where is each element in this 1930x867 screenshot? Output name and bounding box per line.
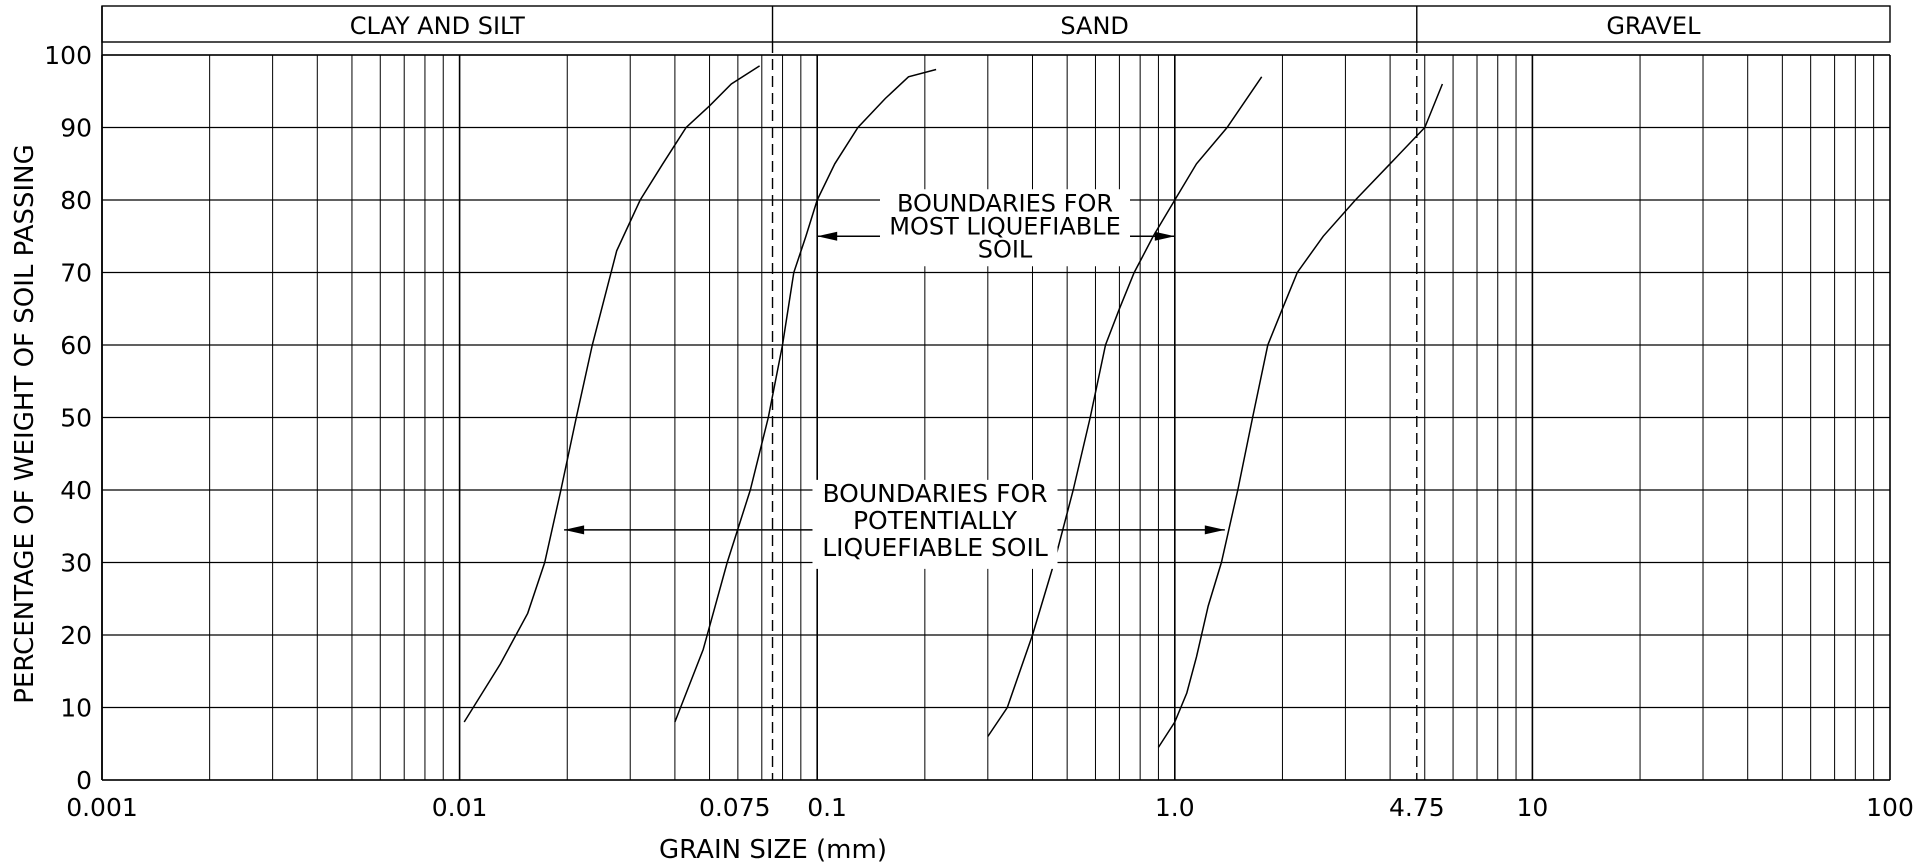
x-tick-label: 0.001 (66, 793, 138, 822)
y-tick-label: 80 (60, 186, 92, 215)
annotation-arrowhead-left (817, 231, 838, 241)
x-tick-label: 100 (1866, 793, 1914, 822)
x-tick-label: 1.0 (1155, 793, 1195, 822)
x-tick-label: 0.01 (432, 793, 488, 822)
y-tick-label: 30 (60, 549, 92, 578)
annotation-label: LIQUEFIABLE SOIL (822, 533, 1048, 562)
annotation-label: POTENTIALLY (853, 506, 1018, 535)
annotation-arrowhead-left (564, 525, 585, 535)
gradation-curve-3 (987, 76, 1263, 737)
y-tick-label: 90 (60, 114, 92, 143)
grid (101, 42, 1891, 781)
annotation-box (812, 479, 1058, 569)
annotation-label: BOUNDARIES FOR (822, 479, 1047, 508)
y-tick-label: 20 (60, 621, 92, 650)
y-tick-label: 60 (60, 331, 92, 360)
gradation-curve-1 (463, 65, 761, 723)
annotation-arrowhead-right (1204, 525, 1225, 535)
x-axis-label: GRAIN SIZE (mm) (659, 835, 887, 865)
y-tick-label: 70 (60, 259, 92, 288)
annotation-arrowhead-right (1154, 231, 1175, 241)
x-tick-label: 10 (1516, 793, 1548, 822)
zone-label: CLAY AND SILT (350, 12, 525, 40)
y-tick-label: 0 (76, 766, 92, 795)
gradation-curve-2 (674, 68, 937, 723)
gradation-curve-4 (1157, 83, 1444, 748)
x-tick-label: 0.1 (807, 793, 847, 822)
y-tick-label: 100 (44, 41, 92, 70)
annotation-label: BOUNDARIES FOR (897, 189, 1113, 217)
y-tick-label: 40 (60, 476, 92, 505)
axes: 0 10 20 30 40 50 60 70 80 90 100 0.001 0.01 0.075 0.1 1… (44, 6, 1914, 822)
zone-label: GRAVEL (1606, 12, 1701, 40)
y-tick-label: 50 (60, 404, 92, 433)
zone-label: SAND (1060, 12, 1129, 40)
annotation-label: MOST LIQUEFIABLE (889, 212, 1121, 240)
series-group (463, 65, 1444, 748)
x-tick-label: 4.75 (1389, 793, 1445, 822)
x-tick-label: 0.075 (699, 793, 771, 822)
annotation-box (880, 189, 1130, 267)
zone-header: CLAY AND SILT SAND GRAVEL (101, 5, 1891, 56)
y-tick-label: 10 (60, 694, 92, 723)
annotation-label: SOIL (978, 235, 1033, 263)
y-axis-label: PERCENTAGE OF WEIGHT OF SOIL PASSING (10, 144, 40, 703)
